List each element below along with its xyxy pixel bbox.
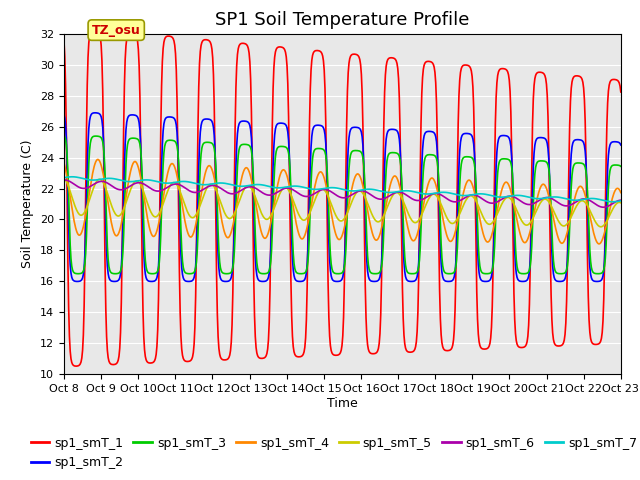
sp1_smT_2: [91, 110, 99, 116]
sp1_smT_6: [61, 177, 68, 183]
sp1_smT_5: [617, 200, 625, 206]
sp1_smT_7: [617, 198, 625, 204]
Line: sp1_smT_2: sp1_smT_2: [64, 113, 621, 281]
sp1_smT_4: [70, 218, 78, 224]
sp1_smT_4: [411, 237, 419, 243]
sp1_smT_1: [90, 26, 98, 32]
sp1_smT_2: [70, 278, 78, 284]
Y-axis label: Soil Temperature (C): Soil Temperature (C): [22, 140, 35, 268]
sp1_smT_2: [186, 278, 193, 284]
X-axis label: Time: Time: [327, 397, 358, 410]
sp1_smT_3: [60, 133, 68, 139]
sp1_smT_4: [214, 196, 222, 202]
sp1_smT_7: [71, 174, 79, 180]
sp1_smT_6: [128, 182, 136, 188]
sp1_smT_2: [215, 265, 223, 271]
sp1_smT_1: [215, 346, 223, 351]
sp1_smT_3: [428, 152, 435, 157]
sp1_smT_3: [127, 135, 135, 141]
Line: sp1_smT_7: sp1_smT_7: [64, 177, 621, 202]
Line: sp1_smT_1: sp1_smT_1: [64, 29, 621, 366]
sp1_smT_6: [411, 197, 419, 203]
sp1_smT_5: [127, 185, 135, 191]
sp1_smT_7: [428, 191, 435, 197]
sp1_smT_7: [68, 174, 76, 180]
sp1_smT_5: [410, 219, 418, 225]
sp1_smT_6: [185, 188, 193, 193]
sp1_smT_7: [609, 199, 617, 204]
sp1_smT_7: [214, 180, 222, 186]
sp1_smT_2: [428, 129, 436, 134]
sp1_smT_2: [617, 142, 625, 148]
sp1_smT_3: [214, 205, 221, 211]
Legend: sp1_smT_1, sp1_smT_2, sp1_smT_3, sp1_smT_4, sp1_smT_5, sp1_smT_6, sp1_smT_7: sp1_smT_1, sp1_smT_2, sp1_smT_3, sp1_smT…: [26, 432, 640, 474]
sp1_smT_2: [412, 277, 419, 283]
Line: sp1_smT_3: sp1_smT_3: [64, 136, 621, 274]
sp1_smT_1: [186, 358, 193, 364]
sp1_smT_4: [128, 163, 136, 168]
sp1_smT_7: [128, 179, 136, 184]
sp1_smT_3: [70, 270, 78, 276]
sp1_smT_6: [71, 182, 79, 188]
sp1_smT_1: [129, 30, 137, 36]
sp1_smT_5: [70, 201, 78, 206]
sp1_smT_1: [60, 38, 68, 44]
sp1_smT_1: [70, 363, 78, 369]
sp1_smT_2: [148, 278, 156, 284]
sp1_smT_4: [60, 160, 68, 166]
sp1_smT_1: [72, 363, 80, 369]
sp1_smT_3: [184, 271, 192, 276]
sp1_smT_5: [184, 210, 192, 216]
sp1_smT_4: [428, 175, 435, 181]
sp1_smT_2: [128, 112, 136, 118]
sp1_smT_1: [617, 89, 625, 95]
sp1_smT_5: [214, 191, 221, 196]
sp1_smT_6: [60, 177, 68, 183]
sp1_smT_7: [185, 179, 193, 185]
sp1_smT_7: [60, 175, 68, 180]
sp1_smT_5: [426, 193, 434, 199]
sp1_smT_6: [428, 192, 435, 197]
Line: sp1_smT_4: sp1_smT_4: [64, 159, 621, 244]
sp1_smT_4: [185, 232, 193, 238]
sp1_smT_1: [412, 344, 419, 349]
sp1_smT_4: [617, 190, 625, 195]
sp1_smT_6: [600, 204, 607, 210]
Title: SP1 Soil Temperature Profile: SP1 Soil Temperature Profile: [215, 11, 470, 29]
sp1_smT_4: [94, 156, 102, 162]
sp1_smT_2: [60, 112, 68, 118]
sp1_smT_3: [411, 271, 419, 276]
sp1_smT_6: [214, 184, 222, 190]
sp1_smT_5: [597, 224, 605, 229]
sp1_smT_5: [60, 175, 68, 181]
Line: sp1_smT_5: sp1_smT_5: [64, 178, 621, 227]
sp1_smT_1: [428, 60, 436, 65]
Text: TZ_osu: TZ_osu: [92, 24, 141, 36]
sp1_smT_3: [223, 271, 230, 276]
sp1_smT_7: [411, 189, 419, 195]
sp1_smT_6: [617, 197, 625, 203]
sp1_smT_3: [617, 164, 625, 169]
sp1_smT_4: [595, 241, 603, 247]
Line: sp1_smT_6: sp1_smT_6: [64, 180, 621, 207]
